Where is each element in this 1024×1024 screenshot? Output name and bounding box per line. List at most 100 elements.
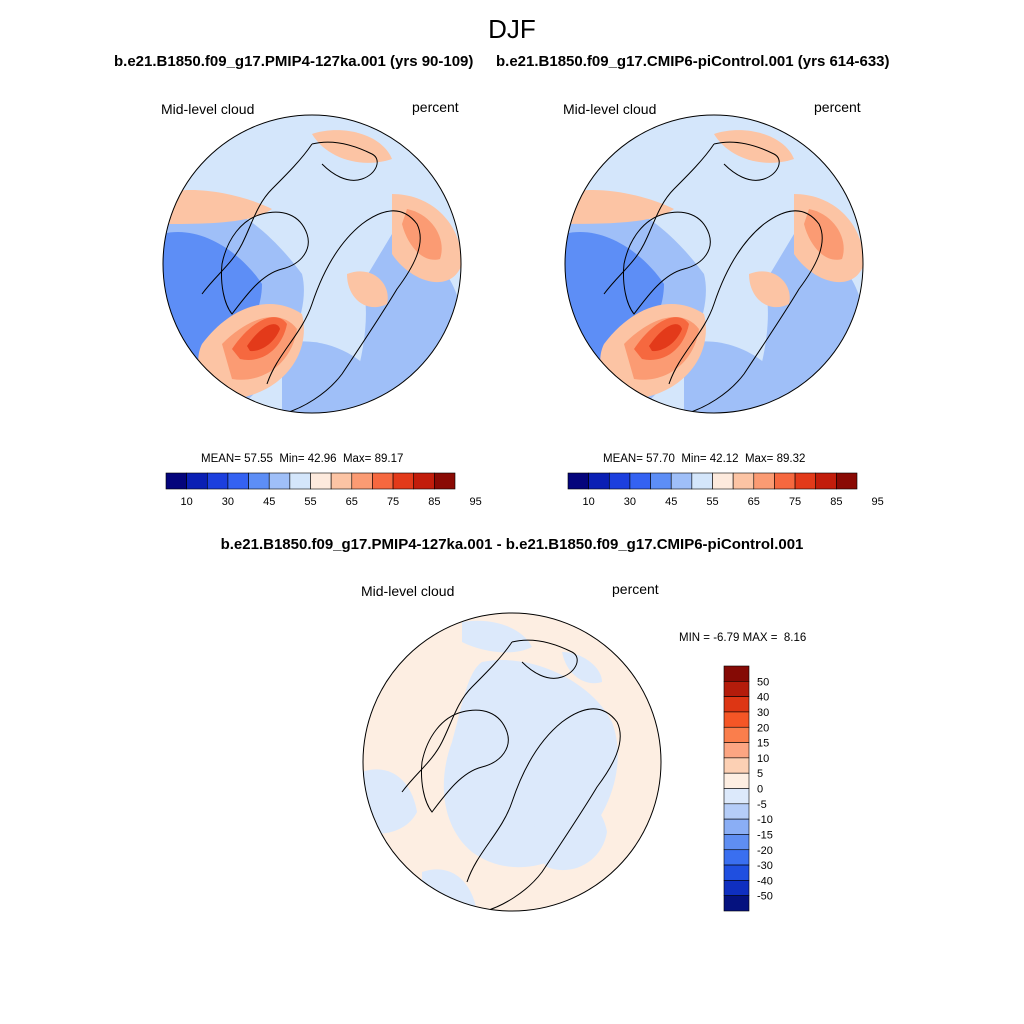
panel-left-case-title: b.e21.B1850.f09_g17.PMIP4-127ka.001 (yrs… [114, 53, 474, 70]
panel-left-max-label: Max= [342, 453, 372, 465]
panel-right-colorbar-swatch [608, 472, 631, 490]
panel-right-colorbar-swatch [650, 472, 672, 490]
diff-colorbar-swatch [723, 818, 750, 835]
diff-colorbar-swatch [723, 788, 750, 805]
figure-title: DJF [488, 14, 536, 44]
diff-colorbar-swatch [723, 772, 750, 789]
panel-left-colorbar-tick-label: 45 [263, 496, 275, 508]
diff-colorbar-tick-label: 15 [757, 738, 769, 750]
panel-right-variable-label: Mid-level cloud [563, 101, 657, 117]
panel-right-colorbar-swatch [629, 472, 651, 490]
diff-colorbar-tick-label: -30 [757, 860, 773, 872]
panel-left-colorbar-swatch [351, 472, 373, 490]
panel-left-polar-map [162, 114, 462, 414]
diff-colorbar-tick-label: 50 [757, 676, 769, 688]
panel-right-colorbar-tick-label: 85 [830, 496, 842, 508]
panel-left-colorbar-swatch [248, 472, 270, 490]
panel-right-min-value: 42.12 [709, 453, 739, 465]
diff-colorbar-tick-label: 40 [757, 692, 769, 704]
panel-left-colorbar-tick-label: 10 [181, 496, 193, 508]
panel-right-colorbar-tick-label: 45 [665, 496, 677, 508]
panel-right-colorbar-swatch [691, 472, 713, 490]
panel-right-colorbar-tick-label: 10 [583, 496, 595, 508]
panel-left-colorbar: 10 30 45 55 65 75 85 95 [165, 472, 482, 508]
panel-right-stats: MEAN= 57.70 Min= 42.12 Max= 89.32 [603, 453, 805, 465]
diff-case-title: b.e21.B1850.f09_g17.PMIP4-127ka.001 - b.… [220, 536, 804, 553]
panel-left-colorbar-swatch [330, 472, 353, 490]
panel-left-colorbar-tick-label: 95 [470, 496, 482, 508]
panel-left-max-value: 89.17 [374, 453, 404, 465]
panel-right-colorbar-swatch [732, 472, 755, 490]
panel-left-mean-label: MEAN= [201, 453, 241, 465]
panel-right-colorbar-swatch [794, 472, 817, 490]
panel-left-stats: MEAN= 57.55 Min= 42.96 Max= 89.17 [201, 453, 403, 465]
diff-stats: MIN = -6.79 MAX = 8.16 [679, 632, 806, 644]
diff-colorbar-tick-label: 5 [757, 768, 763, 780]
panel-right-colorbar-tick-label: 75 [789, 496, 801, 508]
panel-right-colorbar-swatch [712, 472, 734, 490]
panel-left-min-value: 42.96 [307, 453, 337, 465]
panel-left-mean-value: 57.55 [244, 453, 273, 465]
diff-colorbar-swatch [723, 726, 750, 743]
panel-left-colorbar-swatch [413, 472, 435, 490]
diff-colorbar-tick-label: -15 [757, 829, 773, 841]
diff-min-label: MIN = [679, 632, 710, 644]
panel-left-colorbar-swatch [372, 472, 394, 490]
panel-left-colorbar-swatch [268, 472, 291, 490]
diff-colorbar-swatch [723, 665, 750, 682]
diff-polar-map [362, 612, 662, 912]
panel-left-colorbar-swatch [186, 472, 208, 490]
panel-left-colorbar-swatch [392, 472, 415, 490]
panel-right-units-label: percent [814, 99, 861, 115]
diff-colorbar-swatch [723, 849, 750, 866]
diff-units-label: percent [612, 581, 659, 597]
diff-min-value: -6.79 [713, 632, 740, 644]
panel-right-colorbar-tick-label: 95 [872, 496, 884, 508]
diff-colorbar-swatch [723, 864, 750, 881]
diff-colorbar-swatch [723, 711, 750, 728]
diff-colorbar-tick-label: 30 [757, 707, 769, 719]
panel-right-colorbar-swatch [753, 472, 775, 490]
panel-left-colorbar-swatch [434, 472, 456, 490]
panel-left-min-label: Min= [279, 453, 305, 465]
panel-right-max-label: Max= [744, 453, 774, 465]
panel-left-colorbar-tick-label: 55 [304, 496, 316, 508]
panel-right-case-title: b.e21.B1850.f09_g17.CMIP6-piControl.001 … [496, 53, 890, 70]
diff-max-label: MAX = [742, 632, 778, 644]
diff-colorbar-swatch [723, 696, 750, 713]
diff-colorbar-swatch [723, 803, 750, 820]
diff-colorbar-swatch [723, 681, 750, 697]
diff-variable-label: Mid-level cloud [361, 583, 455, 599]
panel-left-colorbar-tick-label: 65 [346, 496, 358, 508]
diff-colorbar-tick-label: -20 [757, 845, 773, 857]
panel-right-max-value: 89.32 [776, 453, 806, 465]
panel-right-colorbar-swatch [815, 472, 837, 490]
panel-right-colorbar-swatch [670, 472, 693, 490]
panel-right-mean-value: 57.70 [646, 453, 675, 465]
diff-colorbar-swatch [723, 895, 750, 912]
diff-colorbar-tick-label: -50 [757, 891, 773, 903]
panel-left-colorbar-tick-label: 30 [222, 496, 234, 508]
panel-right-colorbar-tick-label: 55 [706, 496, 718, 508]
panel-left-units-label: percent [412, 99, 459, 115]
diff-colorbar-tick-label: -10 [757, 814, 773, 826]
diff-colorbar-tick-label: 10 [757, 753, 769, 765]
diff-colorbar-swatch [723, 757, 750, 774]
panel-right-colorbar-swatch [588, 472, 610, 490]
panel-right-polar-map [564, 114, 864, 414]
panel-left-colorbar-tick-label: 75 [387, 496, 399, 508]
panel-left-colorbar-tick-label: 85 [428, 496, 440, 508]
diff-colorbar-swatch [723, 742, 750, 759]
panel-left-variable-label: Mid-level cloud [161, 101, 255, 117]
diff-max-value: 8.16 [783, 632, 807, 644]
diff-colorbar-tick-label: 20 [757, 722, 769, 734]
panel-left-colorbar-swatch [310, 472, 332, 490]
panel-left-colorbar-swatch [206, 472, 229, 490]
panel-right-colorbar-tick-label: 30 [624, 496, 636, 508]
panel-right-min-label: Min= [681, 453, 707, 465]
panel-right-colorbar-swatch [836, 472, 858, 490]
panel-left-colorbar-swatch [227, 472, 249, 490]
diff-colorbar-swatch [723, 880, 750, 896]
panel-right-colorbar-tick-label: 65 [748, 496, 760, 508]
